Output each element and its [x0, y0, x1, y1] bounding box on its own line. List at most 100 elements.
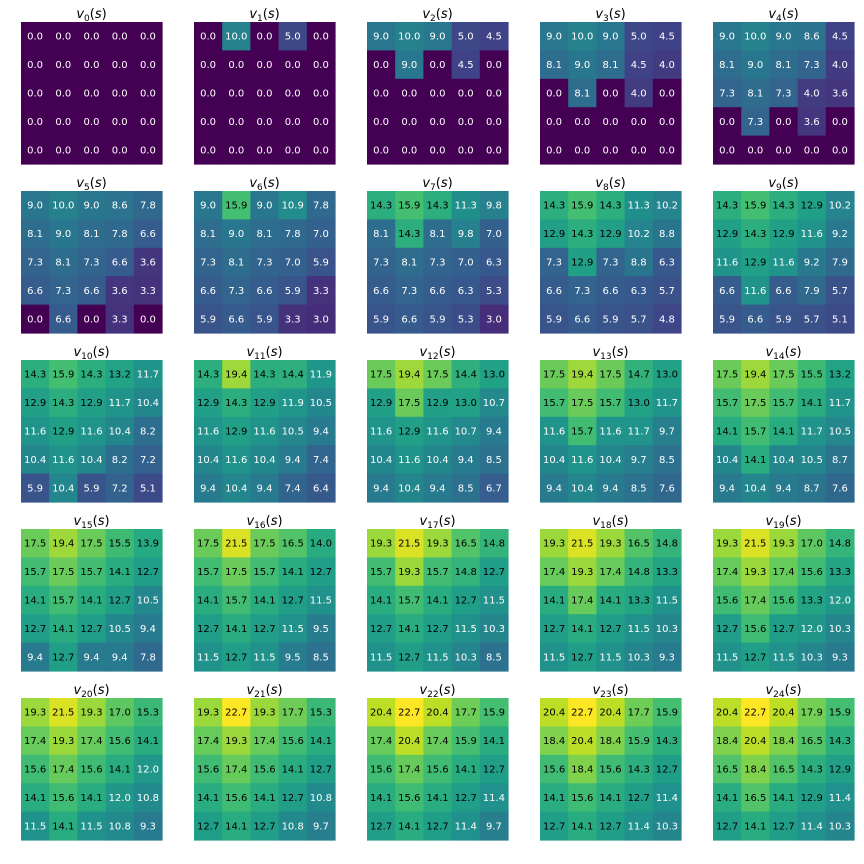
panel-title-close: )	[623, 683, 628, 698]
panel-title-base: v	[768, 7, 776, 22]
cell-value-label: 13.3	[628, 596, 650, 607]
cell-value-label: 11.6	[253, 427, 275, 438]
panel-title-subscript: 7	[430, 183, 436, 193]
heatmap-cell	[423, 107, 453, 137]
cell-value-label: 4.5	[631, 60, 647, 71]
heatmap-cell	[21, 388, 50, 418]
heatmap-cell	[250, 388, 280, 418]
cell-value-label: 15.7	[426, 567, 448, 578]
heatmap-cell	[367, 50, 396, 80]
heatmap-cell	[596, 388, 626, 418]
heatmap-cell	[479, 445, 509, 475]
cell-value-label: 5.9	[373, 314, 389, 325]
heatmap-cell	[451, 219, 481, 249]
cell-value-label: 18.4	[571, 765, 593, 776]
heatmap-cell	[423, 614, 453, 644]
heatmap-cell	[77, 107, 107, 137]
heatmap-cell	[769, 754, 799, 784]
cell-value-label: 14.3	[543, 201, 565, 212]
heatmap-cell	[423, 529, 453, 558]
heatmap-cell	[624, 360, 654, 389]
panel-title-close: )	[104, 514, 109, 529]
heatmap-panel-23: v23(s)20.4 22.7 20.4 17.7 15.918.4 20.4 18.4 15…	[540, 683, 682, 841]
heatmap-cell	[423, 78, 453, 108]
panel-title-subscript: 21	[254, 690, 265, 700]
heatmap-cell	[133, 416, 163, 446]
heatmap-cell	[423, 473, 453, 503]
heatmap-cell	[713, 557, 742, 587]
heatmap-cell	[769, 50, 799, 80]
cell-value-label: 15.6	[744, 624, 766, 635]
panel-title-base: v	[73, 683, 81, 698]
heatmap-cell	[596, 50, 626, 80]
panel-title-state: s	[268, 7, 275, 22]
cell-value-label: 18.4	[716, 736, 738, 747]
heatmap-cell	[105, 698, 135, 727]
cell-value-label: 11.9	[282, 398, 304, 409]
cell-value-label: 7.3	[776, 89, 792, 100]
heatmap-cell	[825, 614, 855, 644]
heatmap-cell	[306, 614, 336, 644]
cell-value-label: 9.4	[458, 455, 474, 466]
heatmap-cell	[568, 416, 597, 446]
heatmap-cell	[769, 557, 799, 587]
heatmap-cell	[250, 811, 280, 841]
cell-value-label: 16.5	[628, 539, 650, 550]
cell-value-label: 16.5	[716, 765, 738, 776]
heatmap-cell	[250, 107, 280, 137]
heatmap-cell	[395, 529, 424, 558]
heatmap-cell	[797, 276, 827, 306]
cell-value-label: 9.4	[546, 483, 562, 494]
cell-value-label: 9.0	[200, 201, 216, 212]
heatmap-cell	[77, 473, 107, 503]
heatmap-cell	[624, 247, 654, 277]
heatmap-cell	[395, 416, 424, 446]
cell-value-label: 15.6	[197, 765, 219, 776]
heatmap-cell	[568, 78, 597, 108]
cell-value-label: 5.9	[27, 483, 43, 494]
heatmap-cell	[825, 107, 855, 137]
heatmap-cell	[194, 360, 223, 389]
heatmap-cell	[423, 276, 453, 306]
cell-value-label: 9.8	[458, 229, 474, 240]
cell-value-label: 8.5	[486, 455, 502, 466]
heatmap-cell	[451, 191, 481, 220]
cell-value-label: 5.9	[430, 314, 446, 325]
panel-title-14: v14(s)	[765, 345, 801, 362]
heatmap-cell	[278, 247, 308, 277]
heatmap-cell	[423, 304, 453, 334]
panel-title-subscript: 17	[427, 521, 438, 531]
heatmap-cell	[797, 304, 827, 334]
cell-value-label: 0.0	[84, 32, 100, 43]
cell-value-label: 12.9	[398, 427, 420, 438]
cell-value-label: 20.4	[716, 708, 738, 719]
heatmap-cell	[479, 191, 509, 220]
heatmap-cell	[769, 783, 799, 813]
cell-value-label: 9.4	[112, 652, 128, 663]
heatmap-cell	[105, 783, 135, 813]
heatmap-cell	[306, 107, 336, 137]
cell-value-label: 7.0	[313, 229, 329, 240]
cell-value-label: 14.3	[716, 201, 738, 212]
cell-value-label: 0.0	[313, 32, 329, 43]
heatmap-cell	[395, 783, 424, 813]
panel-title-base: v	[595, 7, 603, 22]
cell-value-label: 17.4	[225, 765, 247, 776]
heatmap-cell	[479, 247, 509, 277]
heatmap-cell	[278, 107, 308, 137]
cell-value-label: 11.4	[455, 821, 477, 832]
heatmap-cell	[825, 276, 855, 306]
cell-value-label: 9.4	[430, 483, 446, 494]
heatmap-cell	[367, 78, 396, 108]
cell-value-label: 0.0	[574, 145, 590, 156]
panel-title-state: s	[95, 7, 102, 22]
cell-value-label: 7.4	[313, 455, 329, 466]
heatmap-cell	[21, 783, 50, 813]
cell-value-label: 17.5	[599, 370, 621, 381]
heatmap-cell	[741, 529, 770, 558]
cell-value-label: 17.5	[543, 370, 565, 381]
panel-title-close: )	[621, 7, 626, 22]
cell-value-label: 15.9	[656, 708, 678, 719]
cell-value-label: 9.0	[747, 60, 763, 71]
heatmap-cell	[194, 783, 223, 813]
